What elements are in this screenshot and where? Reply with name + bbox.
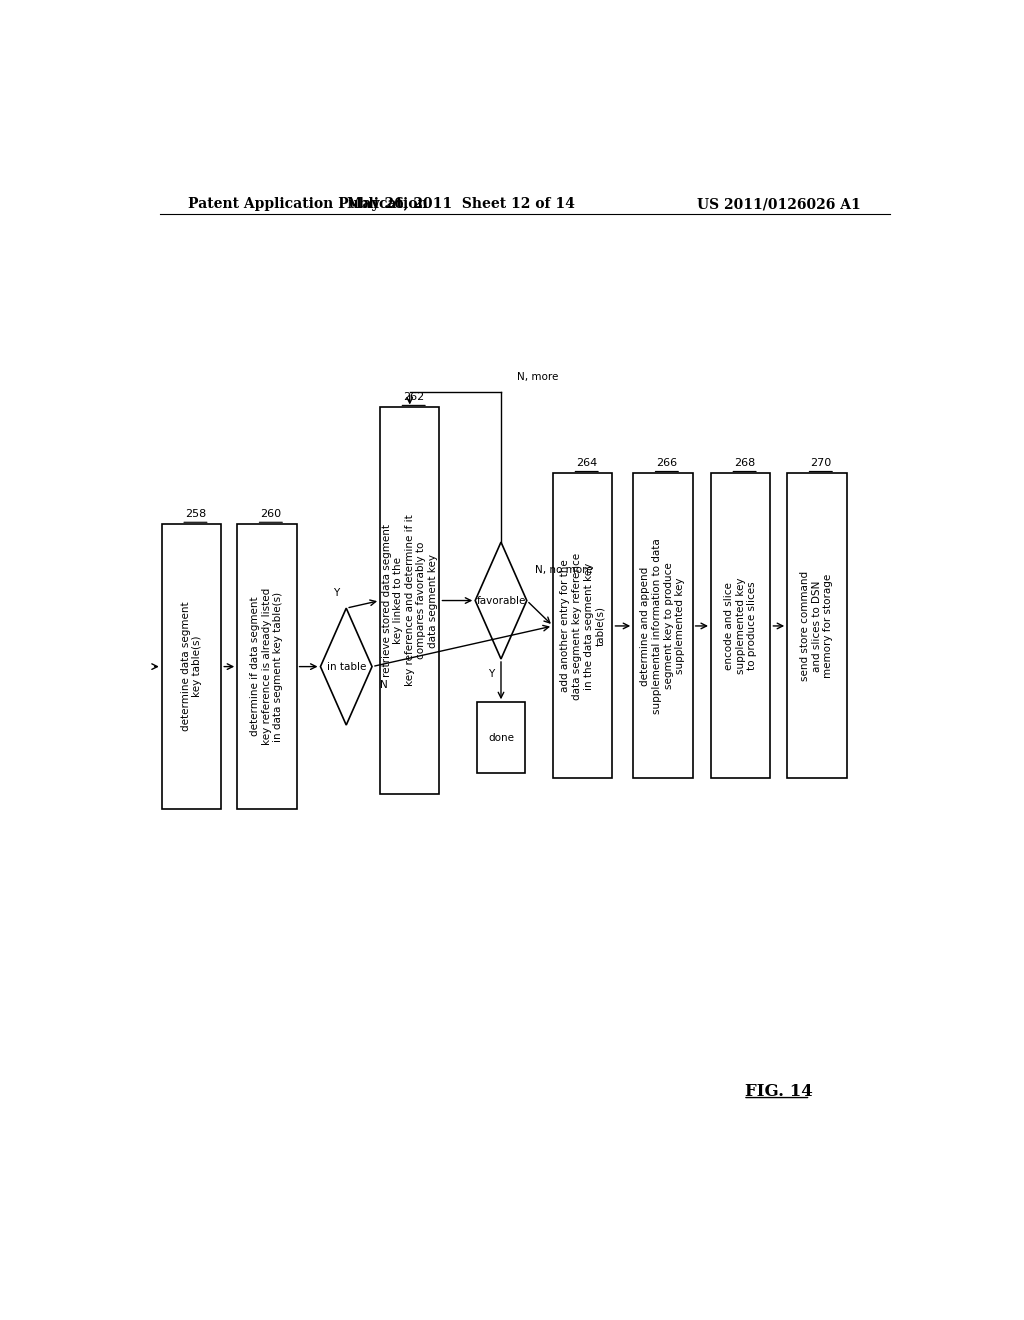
Text: 258: 258 [184, 510, 206, 519]
Text: 262: 262 [403, 392, 424, 403]
Text: Patent Application Publication: Patent Application Publication [187, 197, 427, 211]
Text: determine if data segment
key reference is already listed
in data segment key ta: determine if data segment key reference … [250, 587, 284, 746]
Text: Y: Y [487, 669, 494, 680]
Text: favorable: favorable [476, 595, 525, 606]
Polygon shape [475, 543, 526, 659]
FancyBboxPatch shape [711, 474, 770, 779]
Text: May 26, 2011  Sheet 12 of 14: May 26, 2011 Sheet 12 of 14 [347, 197, 575, 211]
Text: encode and slice
supplemented key
to produce slices: encode and slice supplemented key to pro… [724, 578, 758, 675]
Text: determine and append
supplemental information to data
segment key to produce
sup: determine and append supplemental inform… [640, 539, 685, 714]
Text: 270: 270 [810, 458, 831, 469]
FancyBboxPatch shape [380, 408, 439, 793]
Text: send store command
and slices to DSN
memory for storage: send store command and slices to DSN mem… [800, 570, 834, 681]
FancyBboxPatch shape [787, 474, 847, 779]
FancyBboxPatch shape [162, 524, 221, 809]
FancyBboxPatch shape [477, 702, 524, 774]
Text: N: N [380, 680, 388, 690]
Polygon shape [321, 609, 372, 725]
Text: N, no more: N, no more [535, 565, 592, 576]
FancyBboxPatch shape [633, 474, 692, 779]
Text: Y: Y [333, 587, 339, 598]
Text: 260: 260 [260, 510, 282, 519]
Text: determine data segment
key table(s): determine data segment key table(s) [180, 602, 203, 731]
Text: US 2011/0126026 A1: US 2011/0126026 A1 [697, 197, 860, 211]
Text: FIG. 14: FIG. 14 [744, 1082, 813, 1100]
Text: 268: 268 [734, 458, 756, 469]
FancyBboxPatch shape [553, 474, 612, 779]
Text: in table: in table [327, 661, 366, 672]
Text: 264: 264 [577, 458, 597, 469]
Text: done: done [488, 733, 514, 743]
FancyBboxPatch shape [238, 524, 297, 809]
Text: add another entry for the
data segment key reference
in the data segment key
tab: add another entry for the data segment k… [560, 552, 605, 700]
Text: retrieve stored data segment
key linked to the
key reference and determine if it: retrieve stored data segment key linked … [382, 515, 438, 686]
Text: N, more: N, more [517, 372, 558, 381]
Text: 266: 266 [656, 458, 678, 469]
